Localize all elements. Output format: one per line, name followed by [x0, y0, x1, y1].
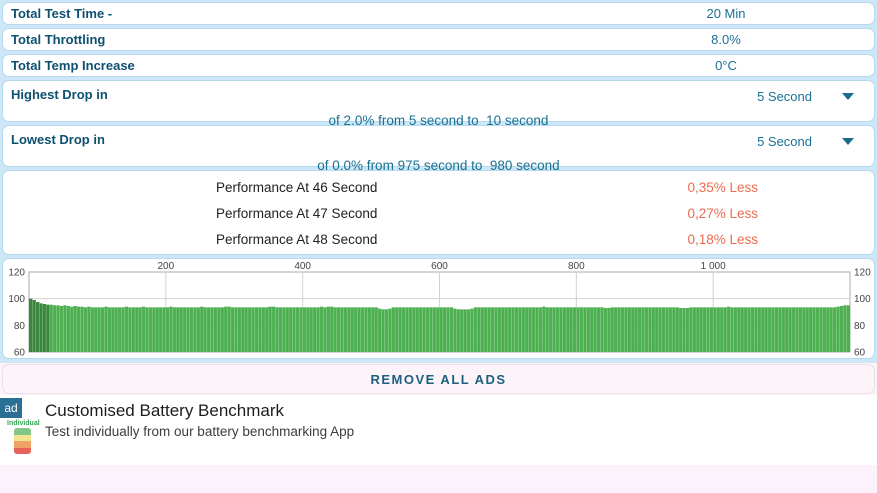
total-temp-increase-value: 0°C [715, 57, 737, 73]
svg-text:60: 60 [14, 348, 26, 359]
ad-badge: ad [0, 398, 22, 418]
performance-row-46: Performance At 46 Second 0,35% Less [3, 174, 874, 200]
throttle-chart: 200 400 600 800 1 000 120 120 100 100 80 80 60 60 [3, 259, 874, 359]
total-throttling-value-box: 8.0% [586, 31, 866, 49]
total-throttling-value: 8.0% [711, 31, 741, 47]
performance-row-label: Performance At 48 Second [216, 232, 378, 248]
total-test-time-value-box: 20 Min [586, 5, 866, 23]
performance-row-47: Performance At 47 Second 0,27% Less [3, 200, 874, 226]
remove-all-ads-label: REMOVE ALL ADS [370, 371, 507, 387]
performance-row-value: 0,27% Less [687, 205, 758, 221]
throttle-chart-card: 200 400 600 800 1 000 120 120 100 100 80 80 60 60 [2, 258, 875, 359]
highest-drop-detail: of 2.0% from 5 second to 10 second [328, 113, 549, 128]
svg-text:80: 80 [854, 321, 866, 332]
lowest-drop-interval-value: 5 Second [757, 134, 812, 149]
total-test-time-row: Total Test Time - 20 Min [2, 2, 875, 25]
lowest-drop-row: Lowest Drop in 5 Second of 0.0% from 975… [2, 125, 875, 173]
highest-drop-interval-value: 5 Second [757, 89, 812, 104]
svg-text:800: 800 [568, 261, 585, 272]
performance-row-value: 0,35% Less [687, 179, 758, 195]
lowest-drop-label: Lowest Drop in [11, 132, 105, 147]
performance-row-label: Performance At 47 Second [216, 205, 378, 221]
highest-drop-row: Highest Drop in 5 Second of 2.0% from 5 … [2, 80, 875, 128]
performance-list-card: Performance At 46 Second 0,35% Less Perf… [2, 170, 875, 255]
ad-title: Customised Battery Benchmark [45, 401, 285, 420]
svg-text:1 000: 1 000 [701, 261, 726, 272]
total-temp-increase-row: Total Temp Increase 0°C [2, 54, 875, 77]
total-test-time-label: Total Test Time - [11, 6, 113, 21]
ad-app-icon-label: Individual [7, 420, 40, 427]
performance-row-value: 0,18% Less [687, 232, 758, 248]
chevron-down-icon [842, 138, 854, 145]
performance-row-label: Performance At 46 Second [216, 179, 378, 195]
advertisement-card[interactable]: ad Individual Customised Battery Benchma… [0, 395, 877, 465]
svg-text:400: 400 [294, 261, 311, 272]
total-throttling-label: Total Throttling [11, 32, 106, 47]
total-temp-increase-value-box: 0°C [586, 57, 866, 75]
svg-text:600: 600 [431, 261, 448, 272]
total-temp-increase-label: Total Temp Increase [11, 58, 135, 73]
highest-drop-label: Highest Drop in [11, 87, 108, 102]
total-throttling-row: Total Throttling 8.0% [2, 28, 875, 51]
svg-text:120: 120 [8, 268, 25, 279]
total-test-time-value: 20 Min [706, 5, 746, 21]
lowest-drop-detail: of 0.0% from 975 second to 980 second [317, 158, 560, 173]
svg-text:200: 200 [157, 261, 174, 272]
remove-ads-area: REMOVE ALL ADS [0, 363, 877, 395]
remove-all-ads-button[interactable]: REMOVE ALL ADS [2, 364, 875, 394]
bottom-accent-bar [0, 465, 877, 493]
svg-text:120: 120 [854, 268, 871, 279]
chevron-down-icon [842, 93, 854, 100]
results-panel: Total Test Time - 20 Min Total Throttlin… [0, 0, 877, 363]
performance-row-48: Performance At 48 Second 0,18% Less [3, 227, 874, 253]
highest-drop-interval-dropdown[interactable]: 5 Second [757, 89, 854, 104]
battery-benchmark-app-icon [14, 428, 31, 454]
lowest-drop-interval-dropdown[interactable]: 5 Second [757, 134, 854, 149]
svg-text:100: 100 [854, 294, 871, 305]
svg-text:100: 100 [8, 294, 25, 305]
svg-text:60: 60 [854, 348, 866, 359]
ad-subtitle: Test individually from our battery bench… [45, 424, 355, 439]
svg-text:80: 80 [14, 321, 26, 332]
